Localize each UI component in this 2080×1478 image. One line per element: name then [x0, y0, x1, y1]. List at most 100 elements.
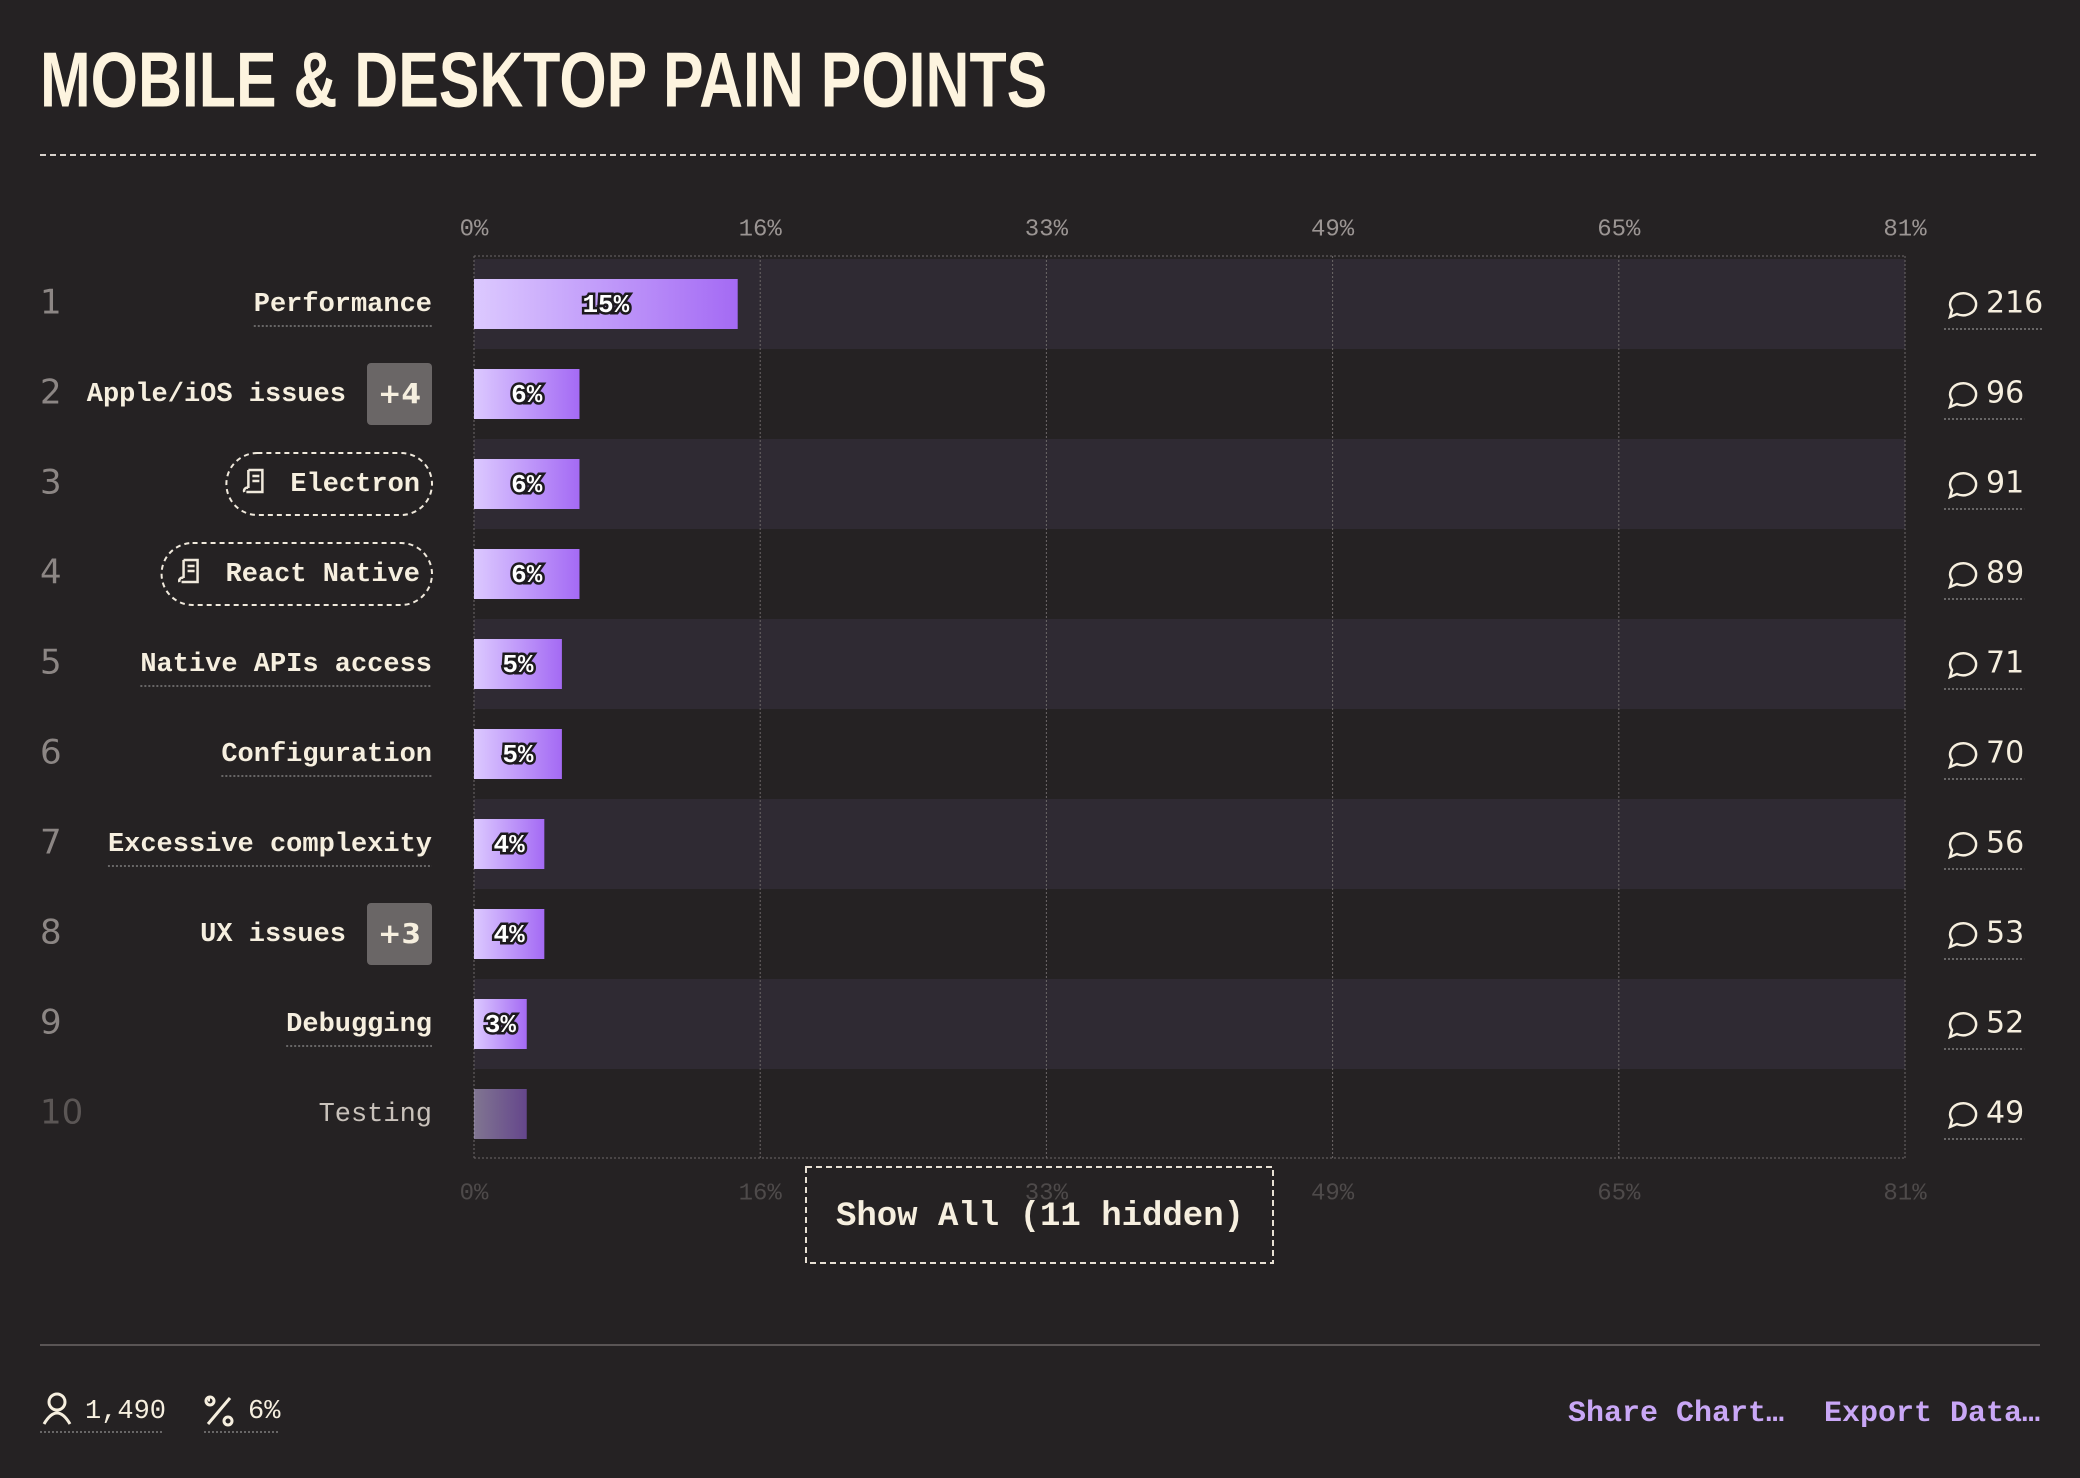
- percent-icon: [204, 1395, 234, 1427]
- value-label: 5%: [502, 650, 534, 680]
- row-band: [474, 439, 1905, 529]
- comment-count: 56: [1986, 826, 2024, 861]
- value-label: 6%: [511, 560, 543, 590]
- comment-icon: [1948, 1102, 1978, 1130]
- rank: 8: [40, 913, 62, 953]
- row-band: [474, 799, 1905, 889]
- x-tick-label: 16%: [739, 1180, 783, 1207]
- category-label: Excessive complexity: [108, 830, 432, 860]
- category-label: Testing: [319, 1100, 432, 1130]
- comment-count: 71: [1986, 646, 2024, 681]
- value-label: 6%: [511, 470, 543, 500]
- value-label: 15%: [582, 290, 629, 320]
- comment-count: 70: [1986, 736, 2024, 771]
- comment-count: 96: [1986, 376, 2024, 411]
- tag-pill: [225, 452, 433, 516]
- value-label: 3%: [485, 1010, 517, 1040]
- tag-pill: [160, 542, 433, 606]
- category-label: Electron: [290, 470, 420, 500]
- bar: [474, 369, 580, 419]
- x-tick-label: 0%: [460, 1180, 489, 1207]
- bar: [474, 639, 562, 689]
- icon-path: [1948, 742, 1978, 770]
- icon-path: [242, 468, 264, 494]
- x-tick-label: 65%: [1597, 1180, 1641, 1207]
- value-label: 5%: [502, 740, 534, 770]
- x-tick-label: 16%: [739, 216, 783, 243]
- rank: 2: [40, 373, 62, 413]
- row-band: [474, 979, 1905, 1069]
- export-link[interactable]: Export Data…: [1824, 1397, 2040, 1431]
- value-label: 4%: [494, 830, 526, 860]
- bar: [474, 819, 545, 869]
- category-label: Apple/iOS issues: [87, 380, 346, 410]
- comment-count: 91: [1986, 466, 2024, 501]
- icon-path: [1948, 1012, 1978, 1040]
- comment-icon: [1948, 1012, 1978, 1040]
- x-tick-label: 81%: [1883, 1180, 1927, 1207]
- icon-path: [1948, 922, 1978, 950]
- tag-icon: [178, 558, 199, 584]
- comment-icon: [1948, 472, 1978, 500]
- rank: 6: [40, 733, 62, 773]
- share-link[interactable]: Share Chart…: [1568, 1397, 1784, 1431]
- row-band: [474, 619, 1905, 709]
- category-label: Performance: [254, 290, 432, 320]
- x-tick-label: 49%: [1311, 1180, 1355, 1207]
- category-label: Native APIs access: [140, 650, 432, 680]
- icon-path: [1948, 1102, 1978, 1130]
- icon-path: [1948, 652, 1978, 680]
- x-tick-label: 49%: [1311, 216, 1355, 243]
- badge: [367, 363, 432, 425]
- comment-icon: [1948, 382, 1978, 410]
- comment-icon: [1948, 562, 1978, 590]
- bar: [474, 909, 545, 959]
- badge: [367, 903, 432, 965]
- bar: [474, 459, 580, 509]
- rank: 9: [40, 1003, 62, 1043]
- show-all-label[interactable]: Show All (11 hidden): [836, 1198, 1244, 1236]
- badge-label: +4: [378, 377, 421, 410]
- value-label: 6%: [511, 380, 543, 410]
- comment-icon: [1948, 652, 1978, 680]
- show-all-button[interactable]: [805, 1166, 1274, 1264]
- comment-count: 49: [1986, 1096, 2024, 1131]
- comment-count: 216: [1986, 286, 2043, 321]
- category-label: Configuration: [221, 740, 432, 770]
- rank: 4: [40, 553, 62, 593]
- rank: 1: [40, 283, 62, 323]
- rank: 3: [40, 463, 62, 503]
- bar: [474, 549, 580, 599]
- comment-icon: [1948, 832, 1978, 860]
- comment-icon: [1948, 742, 1978, 770]
- icon-path: [1948, 472, 1978, 500]
- icon-path: [1948, 292, 1978, 320]
- value-label: 4%: [494, 920, 526, 950]
- bar: [474, 279, 738, 329]
- comment-count: 53: [1986, 916, 2024, 951]
- x-tick-label: 65%: [1597, 216, 1641, 243]
- x-tick-label: 33%: [1025, 216, 1069, 243]
- x-tick-label: 33%: [1025, 1180, 1069, 1207]
- icon-path: [178, 558, 199, 584]
- category-label: UX issues: [200, 920, 346, 950]
- x-tick-label: 81%: [1883, 216, 1927, 243]
- comment-count: 52: [1986, 1006, 2024, 1041]
- icon-path: [1948, 382, 1978, 410]
- rank: 7: [40, 823, 62, 863]
- chart-title: MOBILE & DESKTOP PAIN POINTS: [40, 36, 1047, 123]
- rank: 5: [40, 643, 62, 683]
- comment-icon: [1948, 922, 1978, 950]
- bar: [474, 999, 527, 1049]
- badge-label: +3: [378, 917, 421, 950]
- tag-icon: [242, 468, 264, 494]
- rank: 10: [40, 1093, 83, 1133]
- percentage: 6%: [248, 1397, 281, 1427]
- x-tick-label: 0%: [460, 216, 489, 243]
- bands: [474, 259, 1905, 1069]
- category-label: React Native: [226, 560, 420, 590]
- icon-path: [1948, 832, 1978, 860]
- comment-count: 89: [1986, 556, 2024, 591]
- category-label: Debugging: [286, 1010, 432, 1040]
